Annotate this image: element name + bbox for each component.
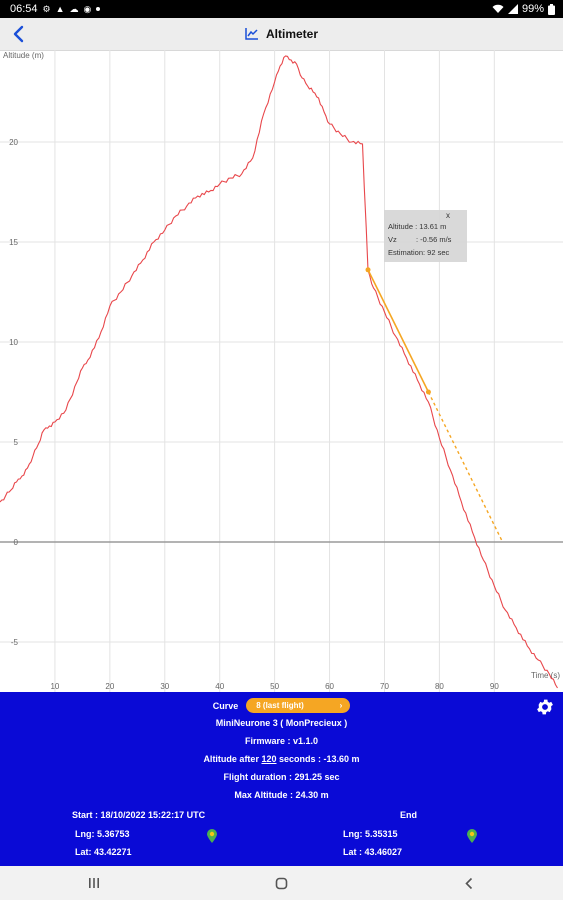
warning-status-icon: ▲ — [55, 3, 65, 14]
grid-layer — [0, 50, 563, 692]
curve-dropdown[interactable]: 8 (last flight) › — [246, 698, 351, 713]
map-pin-icon[interactable] — [467, 829, 477, 843]
end-latitude: Lat : 43.46027 — [343, 847, 403, 857]
end-longitude: Lng: 5.35315 — [343, 829, 398, 839]
chart-tooltip[interactable]: x Altitude : 13.61 m Vz : -0.56 m/s Esti… — [384, 210, 467, 262]
status-right: 99% — [492, 3, 555, 15]
end-label: End — [400, 810, 417, 820]
wifi-icon — [492, 4, 504, 13]
notification-dot-icon — [96, 7, 101, 11]
curve-dropdown-value: 8 (last flight) — [256, 701, 304, 710]
x-tick-label: 10 — [50, 682, 59, 691]
home-button[interactable] — [251, 870, 311, 896]
tooltip-vz-label: Vz — [388, 235, 397, 244]
system-back-button[interactable] — [439, 870, 499, 896]
y-axis-title: Altitude (m) — [3, 51, 44, 60]
x-tick-label: 60 — [325, 682, 334, 691]
gear-icon[interactable] — [535, 697, 555, 717]
curve-selector-row: Curve 8 (last flight) › — [0, 698, 563, 713]
tooltip-close-button[interactable]: x — [446, 211, 450, 220]
x-tick-label: 40 — [215, 682, 224, 691]
y-tick-label: 10 — [9, 338, 18, 347]
tooltip-estimation: Estimation: 92 sec — [388, 248, 450, 257]
firmware-text: Firmware : v1.1.0 — [244, 736, 319, 746]
battery-percent: 99% — [521, 3, 544, 15]
x-tick-label: 70 — [380, 682, 389, 691]
altitude-after-line: Altitude after 120 seconds : -13.60 m — [0, 754, 563, 764]
altitude-chart-svg[interactable]: -5 0 5 10 15 20 10 20 30 40 50 60 70 80 90 Altitude (… — [0, 50, 563, 692]
recents-icon — [88, 878, 99, 888]
y-tick-label: 0 — [14, 538, 19, 547]
start-time: Start : 18/10/2022 15:22:17 UTC — [72, 810, 206, 820]
x-tick-labels: 10 20 30 40 50 60 70 80 90 — [50, 682, 499, 691]
max-altitude: Max Altitude : 24.30 m — [234, 790, 329, 800]
x-tick-label: 90 — [490, 682, 499, 691]
app-title: Altimeter — [265, 27, 318, 41]
x-tick-label: 20 — [105, 682, 114, 691]
y-tick-label: 5 — [14, 438, 19, 447]
app-bar: Altimeter — [0, 18, 563, 51]
altitude-after-prefix: Altitude after — [203, 754, 259, 764]
map-pin-icon[interactable] — [207, 829, 217, 843]
tooltip-background — [384, 210, 467, 262]
x-tick-label: 80 — [435, 682, 444, 691]
estimation-start-point — [365, 267, 371, 273]
device-name: MiniNeurone 3 ( MonPrecieux ) — [215, 718, 348, 728]
back-button[interactable] — [5, 21, 31, 47]
flight-info-panel: Curve 8 (last flight) › MiniNeurone 3 ( … — [0, 692, 563, 866]
start-latitude: Lat: 43.42271 — [75, 847, 132, 857]
recents-button[interactable] — [64, 870, 124, 896]
curve-label: Curve — [212, 700, 239, 711]
x-axis-title: Time (s) — [531, 671, 560, 680]
tooltip-altitude: Altitude : 13.61 m — [388, 222, 446, 231]
battery-icon — [548, 3, 555, 15]
y-tick-label: 15 — [9, 238, 18, 247]
home-icon — [275, 877, 288, 889]
estimation-trend-line — [367, 269, 430, 393]
line-chart-icon — [245, 28, 258, 40]
status-left: 06:54 ⚙ ▲ ☁ ◉ — [10, 3, 101, 15]
y-tick-label: 20 — [9, 138, 18, 147]
flight-duration: Flight duration : 291.25 sec — [223, 772, 340, 782]
start-longitude: Lng: 5.36753 — [75, 829, 130, 839]
x-tick-label: 30 — [160, 682, 169, 691]
back-arrow-icon — [13, 25, 24, 43]
altitude-series-line — [0, 55, 558, 689]
estimation-marker-point — [425, 389, 431, 395]
y-tick-label: -5 — [11, 638, 19, 647]
status-time: 06:54 — [10, 3, 38, 15]
cloud-status-icon: ☁ — [69, 3, 79, 14]
altitude-after-suffix: seconds : -13.60 m — [279, 754, 360, 764]
chevron-right-icon: › — [339, 701, 343, 710]
back-icon — [465, 877, 473, 889]
altitude-chart[interactable]: -5 0 5 10 15 20 10 20 30 40 50 60 70 80 90 Altitude (… — [0, 50, 563, 692]
status-bar: 06:54 ⚙ ▲ ☁ ◉ 99% — [0, 0, 563, 18]
navigation-bar — [0, 866, 563, 900]
tooltip-vz-value: : -0.56 m/s — [416, 235, 452, 244]
signal-icon — [507, 4, 518, 14]
app-title-group: Altimeter — [0, 18, 563, 50]
android-status-icon: ◉ — [83, 3, 92, 14]
estimation-projection-line — [427, 391, 504, 543]
gear-status-icon: ⚙ — [42, 3, 51, 14]
y-tick-labels: -5 0 5 10 15 20 — [9, 138, 18, 647]
x-tick-label: 50 — [270, 682, 279, 691]
altitude-after-seconds-link[interactable]: 120 — [261, 754, 277, 764]
